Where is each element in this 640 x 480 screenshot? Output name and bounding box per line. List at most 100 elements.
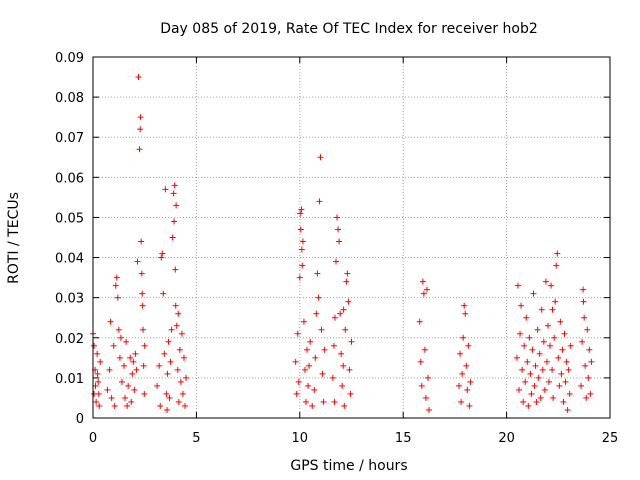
data-point xyxy=(93,398,100,405)
data-point xyxy=(465,342,472,349)
data-point xyxy=(95,378,102,385)
data-point xyxy=(320,398,327,405)
data-point xyxy=(528,390,535,397)
data-point xyxy=(534,326,541,333)
data-point xyxy=(178,330,185,337)
data-point xyxy=(96,402,103,409)
data-point xyxy=(556,382,563,389)
y-tick-label: 0 xyxy=(76,412,84,427)
data-point xyxy=(537,394,544,401)
data-point xyxy=(529,346,536,353)
data-point xyxy=(555,354,562,361)
data-point xyxy=(417,358,424,365)
data-point xyxy=(561,330,568,337)
data-point xyxy=(161,350,168,357)
data-point xyxy=(128,398,135,405)
data-point xyxy=(335,226,342,233)
x-tick-label: 20 xyxy=(498,431,515,446)
data-point xyxy=(309,402,316,409)
data-point xyxy=(139,290,146,297)
data-point xyxy=(114,294,121,301)
data-point xyxy=(341,402,348,409)
data-points xyxy=(90,74,595,413)
data-point xyxy=(174,366,181,373)
data-point xyxy=(294,330,301,337)
y-tick-label: 0.02 xyxy=(55,332,84,347)
data-point xyxy=(154,382,161,389)
data-point xyxy=(526,334,533,341)
data-point xyxy=(132,350,139,357)
x-axis-label: GPS time / hours xyxy=(290,458,407,474)
data-point xyxy=(176,346,183,353)
data-point xyxy=(587,390,594,397)
data-point xyxy=(91,342,98,349)
data-point xyxy=(124,402,131,409)
data-point xyxy=(134,258,141,265)
data-point xyxy=(533,398,540,405)
data-point xyxy=(172,302,179,309)
data-point xyxy=(584,326,591,333)
data-point xyxy=(543,358,550,365)
data-point xyxy=(461,302,468,309)
axis-ticks: 0 0.01 0.02 0.03 0.04 0.05 0.06 0.07 0.08 0.09 0 5 1… xyxy=(55,51,618,446)
data-point xyxy=(175,398,182,405)
data-point xyxy=(331,398,338,405)
data-point xyxy=(340,306,347,313)
data-point xyxy=(342,326,349,333)
x-tick-label: 10 xyxy=(292,431,309,446)
data-point xyxy=(420,290,427,297)
data-point xyxy=(94,370,101,377)
data-point xyxy=(517,330,524,337)
data-point xyxy=(169,234,176,241)
data-point xyxy=(549,306,556,313)
data-point xyxy=(175,310,182,317)
data-point xyxy=(104,386,111,393)
data-point xyxy=(553,262,560,269)
data-point xyxy=(162,186,169,193)
data-point xyxy=(329,374,336,381)
data-point xyxy=(113,274,120,281)
y-tick-label: 0.09 xyxy=(55,51,84,66)
data-point xyxy=(562,378,569,385)
data-point xyxy=(301,366,308,373)
data-point xyxy=(127,354,134,361)
data-point xyxy=(331,314,338,321)
data-point xyxy=(467,378,474,385)
data-point xyxy=(523,314,530,321)
data-point xyxy=(137,126,144,133)
data-point xyxy=(558,370,565,377)
data-point xyxy=(168,326,175,333)
data-point xyxy=(140,326,147,333)
data-point xyxy=(520,398,527,405)
data-point xyxy=(117,334,124,341)
data-point xyxy=(116,354,123,361)
data-point xyxy=(138,238,145,245)
data-point xyxy=(560,398,567,405)
data-point xyxy=(514,282,521,289)
data-point xyxy=(297,226,304,233)
data-point xyxy=(421,346,428,353)
data-point xyxy=(542,278,549,285)
data-point xyxy=(549,366,556,373)
data-point xyxy=(419,278,426,285)
data-point xyxy=(527,370,534,377)
data-point xyxy=(115,326,122,333)
data-point xyxy=(423,286,430,293)
data-point xyxy=(334,214,341,221)
data-point xyxy=(110,342,117,349)
data-point xyxy=(545,378,552,385)
data-point xyxy=(319,370,326,377)
data-point xyxy=(133,366,140,373)
data-point xyxy=(338,350,345,357)
data-point xyxy=(165,338,172,345)
data-point xyxy=(122,394,129,401)
data-point xyxy=(585,374,592,381)
data-point xyxy=(313,310,320,317)
data-point xyxy=(123,338,130,345)
data-point xyxy=(317,154,324,161)
data-point xyxy=(462,310,469,317)
data-point xyxy=(344,270,351,277)
data-point xyxy=(518,302,525,309)
data-point xyxy=(112,282,119,289)
data-point xyxy=(460,334,467,341)
